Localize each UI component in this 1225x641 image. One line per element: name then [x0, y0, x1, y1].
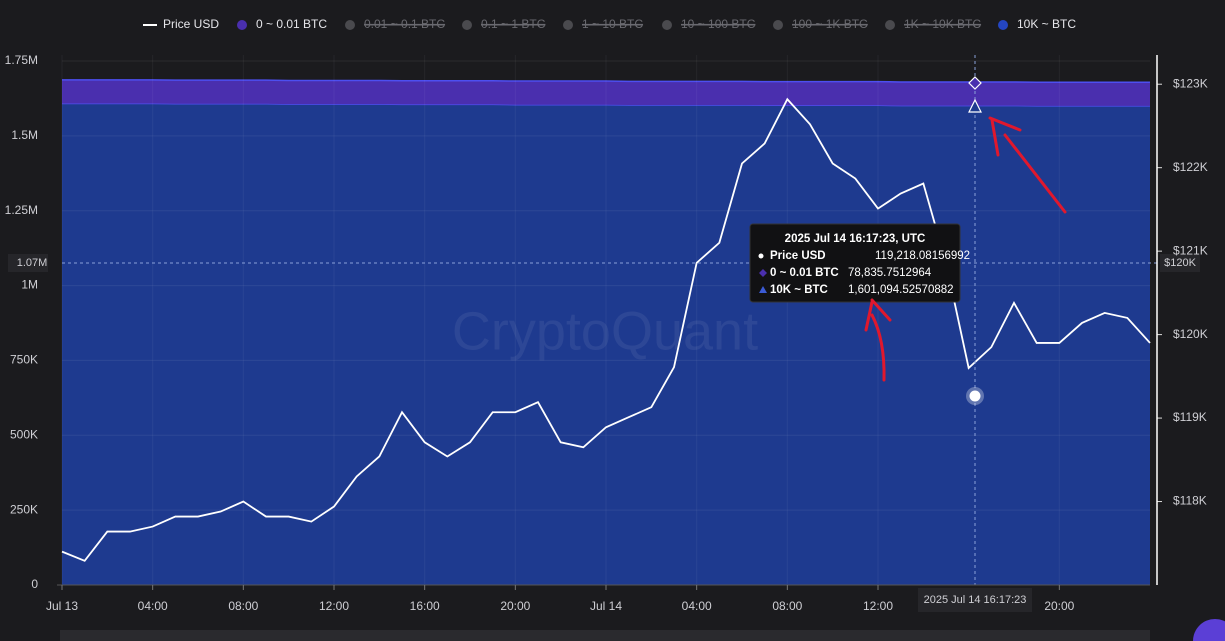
area-edge: [62, 79, 1150, 83]
tooltip-value: 119,218.08156992: [875, 250, 970, 262]
x-tick-label: Jul 13: [46, 599, 78, 613]
x-tick-label: 12:00: [863, 599, 893, 613]
y-tick-label: 1.25M: [5, 203, 38, 217]
legend-item[interactable]: 0 ~ 0.01 BTC: [237, 17, 327, 31]
x-tick-label: 12:00: [319, 599, 349, 613]
legend-dot: [998, 20, 1008, 30]
x-tick-label: Jul 14: [590, 599, 622, 613]
legend-label: 0.01 ~ 0.1 BTC: [364, 17, 445, 31]
legend-dot: [462, 20, 472, 30]
x-tick-label: 20:00: [500, 599, 530, 613]
y-tick-label: 750K: [10, 353, 38, 367]
legend-dot: [237, 20, 247, 30]
legend-item[interactable]: 1K ~ 10K BTC: [885, 17, 981, 31]
legend-dot: [885, 20, 895, 30]
y-tick-label: 0: [31, 577, 38, 591]
legend-label: 10K ~ BTC: [1017, 17, 1076, 31]
y2-tick-label: $118K: [1173, 494, 1207, 508]
arrow: [870, 313, 886, 382]
legend-item[interactable]: 100 ~ 1K BTC: [773, 17, 868, 31]
chat-button[interactable]: [1193, 619, 1225, 641]
y-tick-label: 1.5M: [11, 128, 38, 142]
overlay: 1.07M $120K 2025 Jul 14 16:17:23 2025 Jul 1…: [8, 55, 1200, 612]
tooltip-value: 1,601,094.52570882: [848, 284, 954, 296]
legend-dot: [563, 20, 573, 30]
crosshair-x-box: [918, 588, 1032, 612]
y2-tick-label: $119K: [1173, 410, 1207, 424]
legend-label: 0.1 ~ 1 BTC: [481, 17, 546, 31]
legend-item[interactable]: 10 ~ 100 BTC: [662, 17, 756, 31]
tooltip-icon: [759, 286, 767, 293]
price-line: [61, 97, 1151, 562]
y-tick-label: 1M: [21, 278, 38, 292]
x-tick-label: 04:00: [682, 599, 712, 613]
hover-dot: [969, 390, 981, 402]
legend-item[interactable]: 0.1 ~ 1 BTC: [462, 17, 546, 31]
y2-tick-label: $122K: [1173, 160, 1208, 174]
hover-triangle: [968, 98, 982, 113]
annotation-arrows: [864, 116, 1067, 382]
tooltip-series-name: Price USD: [770, 250, 826, 262]
x-tick-label: 04:00: [138, 599, 168, 613]
legend-label: 0 ~ 0.01 BTC: [256, 17, 327, 31]
x-tick-label: 20:00: [1044, 599, 1074, 613]
y-tick-label: 250K: [10, 502, 38, 516]
arrow: [988, 116, 1022, 157]
area: [62, 79, 1150, 106]
arrow: [1003, 133, 1067, 214]
legend-item[interactable]: 0.01 ~ 0.1 BTC: [345, 17, 445, 31]
tooltip-icon: [759, 269, 767, 277]
legend-item[interactable]: 10K ~ BTC: [998, 17, 1076, 31]
legend-item[interactable]: 1 ~ 10 BTC: [563, 17, 643, 31]
crosshair-y2-label: $120K: [1164, 257, 1196, 269]
crosshair-y-label: 1.07M: [17, 257, 48, 269]
tooltip-icon: [758, 253, 764, 259]
tooltip-series-name: 0 ~ 0.01 BTC: [770, 267, 839, 279]
legend-label: 1 ~ 10 BTC: [582, 17, 643, 31]
navigator[interactable]: [60, 630, 1150, 641]
arrow: [864, 298, 892, 332]
legend-label: 1K ~ 10K BTC: [904, 17, 981, 31]
legend-dot: [345, 20, 355, 30]
legend-label: 10 ~ 100 BTC: [681, 17, 756, 31]
legend-dot: [773, 20, 783, 30]
y2-tick-label: $123K: [1173, 76, 1208, 90]
crosshair-x-label: 2025 Jul 14 16:17:23: [924, 594, 1027, 606]
hover-diamond: [968, 76, 982, 90]
tooltip-title: 2025 Jul 14 16:17:23, UTC: [785, 233, 926, 245]
crosshair-y2-box: [1160, 254, 1200, 272]
watermark: CryptoQuant: [452, 301, 758, 361]
tooltip-series-name: 10K ~ BTC: [770, 284, 828, 296]
legend-item[interactable]: Price USD: [143, 17, 219, 31]
x-tick-label: 08:00: [228, 599, 258, 613]
y2-tick-label: $120K: [1173, 327, 1208, 341]
legend-dot: [662, 20, 672, 30]
x-tick-label: 08:00: [772, 599, 802, 613]
y2-tick-label: $121K: [1173, 243, 1208, 257]
legend-label: 100 ~ 1K BTC: [792, 17, 868, 31]
tooltip-box: [749, 223, 961, 303]
tooltip-value: 78,835.7512964: [848, 267, 932, 279]
x-tick-label: 16:00: [410, 599, 440, 613]
y-tick-label: 1.75M: [5, 53, 38, 67]
crosshair-y-box: [8, 254, 48, 272]
y-tick-label: 500K: [10, 427, 38, 441]
tooltip: 2025 Jul 14 16:17:23, UTC Price USD 119,21…: [749, 223, 970, 303]
legend-label: Price USD: [163, 17, 219, 31]
